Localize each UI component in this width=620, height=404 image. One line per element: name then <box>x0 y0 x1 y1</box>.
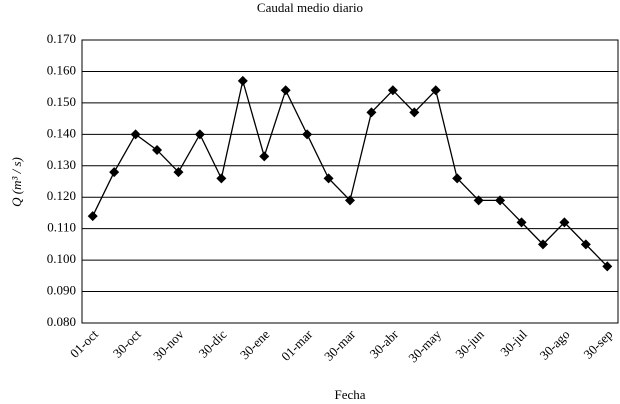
point-marker <box>302 129 313 140</box>
x-tick-label: 30-may <box>405 326 444 365</box>
chart-title: Caudal medio diario <box>257 0 363 15</box>
point-marker <box>473 195 484 206</box>
data-line <box>92 80 608 267</box>
point-marker <box>87 211 98 222</box>
point-marker <box>387 85 398 96</box>
x-tick-label: 01-oct <box>67 326 101 360</box>
point-marker <box>280 85 291 96</box>
y-tick-label: 0.170 <box>47 31 76 46</box>
y-tick-label: 0.100 <box>47 251 76 266</box>
point-marker <box>323 173 334 184</box>
point-marker <box>452 173 463 184</box>
point-marker <box>216 173 227 184</box>
point-marker <box>109 167 120 178</box>
y-tick-label: 0.110 <box>47 220 76 235</box>
point-marker <box>495 195 506 206</box>
point-marker <box>173 167 184 178</box>
y-tick-label: 0.140 <box>47 125 76 140</box>
x-tick-label: 30-ago <box>536 327 572 363</box>
y-tick-label: 0.150 <box>47 94 76 109</box>
point-marker <box>130 129 141 140</box>
x-tick-label: 01-mar <box>278 326 316 364</box>
x-tick-label: 30-dic <box>195 326 229 360</box>
x-tick-label: 30-nov <box>150 326 187 363</box>
point-marker <box>602 261 613 272</box>
x-tick-label: 30-jun <box>452 326 487 361</box>
x-tick-label: 30-mar <box>321 326 359 364</box>
point-marker <box>537 239 548 250</box>
x-tick-label: 30-sep <box>580 327 615 362</box>
y-tick-label: 0.130 <box>47 157 76 172</box>
point-marker <box>194 129 205 140</box>
point-marker <box>366 107 377 118</box>
point-marker <box>559 217 570 228</box>
point-marker <box>345 195 355 206</box>
y-tick-label: 0.160 <box>47 62 76 77</box>
y-tick-label: 0.080 <box>47 314 76 329</box>
point-marker <box>152 145 163 156</box>
y-tick-label: 0.090 <box>47 283 76 298</box>
point-marker <box>409 107 420 118</box>
x-tick-label: 30-oct <box>110 326 144 360</box>
x-tick-label: 30-abr <box>367 326 402 361</box>
point-marker <box>259 151 270 162</box>
y-tick-label: 0.120 <box>47 188 76 203</box>
x-tick-label: 30-jul <box>497 326 530 359</box>
x-tick-label: 30-ene <box>237 326 273 362</box>
y-axis-label: Q (m³ / s) <box>9 157 24 207</box>
plot-frame <box>81 39 619 324</box>
point-marker <box>516 217 527 228</box>
point-marker <box>580 239 591 250</box>
x-axis-label: Fecha <box>334 387 365 402</box>
point-marker <box>430 85 441 96</box>
point-marker <box>237 75 248 86</box>
